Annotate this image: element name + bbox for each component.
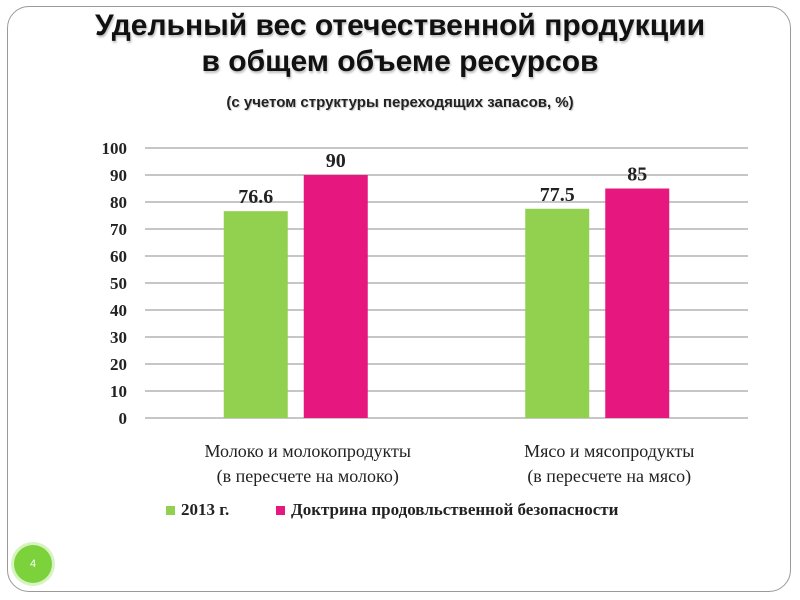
slide-number-badge: 4 — [14, 545, 52, 583]
legend-item-doctrine: Доктрина продовльственной безопасности — [276, 500, 618, 520]
chart-title-line-2: в общем объеме ресурсов — [201, 45, 599, 78]
category-label: Молоко и молокопродукты — [205, 441, 411, 461]
data-label: 76.6 — [238, 186, 273, 208]
bar — [303, 175, 368, 418]
y-tick-label: 100 — [102, 139, 128, 158]
legend-swatch-doctrine — [276, 505, 285, 515]
y-tick-label: 30 — [110, 328, 127, 347]
data-label: 77.5 — [540, 184, 575, 206]
bar — [223, 211, 288, 418]
data-label: 90 — [326, 150, 346, 172]
category-label: (в пересчете на мясо) — [527, 466, 691, 487]
legend-label-2013: 2013 г. — [181, 500, 230, 519]
y-tick-label: 20 — [110, 355, 127, 374]
data-label: 85 — [627, 164, 647, 186]
legend-label-doctrine: Доктрина продовльственной безопасности — [291, 500, 619, 519]
chart-title-line-1: Удельный вес отечественной продукции — [94, 9, 706, 42]
category-label: (в пересчете на молоко) — [217, 466, 399, 487]
y-tick-label: 10 — [110, 382, 127, 401]
y-tick-label: 90 — [110, 166, 127, 185]
legend-swatch-2013 — [166, 505, 175, 515]
y-tick-label: 40 — [110, 301, 127, 320]
chart-subtitle: (с учетом структуры переходящих запасов,… — [226, 94, 574, 111]
chart-title: Удельный вес отечественной продукции в о… — [0, 8, 800, 80]
legend-item-2013: 2013 г. — [166, 500, 229, 520]
y-tick-label: 70 — [110, 220, 127, 239]
y-tick-label: 80 — [110, 193, 127, 212]
bar — [525, 208, 590, 418]
y-tick-label: 50 — [110, 274, 127, 293]
y-tick-label: 0 — [119, 409, 128, 428]
y-tick-label: 60 — [110, 247, 127, 266]
bar — [605, 188, 670, 418]
category-label: Мясо и мясопродукты — [524, 441, 694, 461]
